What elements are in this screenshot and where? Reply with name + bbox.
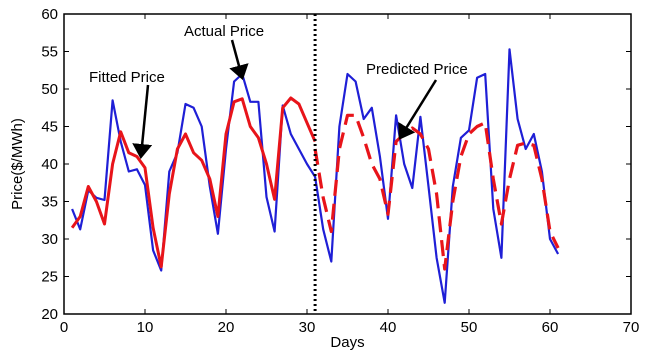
plot-background bbox=[64, 14, 631, 314]
series-layer bbox=[70, 48, 560, 304]
annotation-label-actual-price: Actual Price bbox=[184, 23, 264, 40]
x-tick-label: 60 bbox=[542, 319, 559, 336]
axes-layer: 0 10 20 30 40 50 60 70 20 25 30 35 40 45 50 55 60 bbox=[41, 6, 639, 336]
y-tick-label: 55 bbox=[41, 44, 58, 61]
y-tick-label: 30 bbox=[41, 231, 58, 248]
x-tick-label: 30 bbox=[299, 319, 316, 336]
x-tick-label: 70 bbox=[623, 319, 640, 336]
y-tick-label: 35 bbox=[41, 194, 58, 211]
series-line-predicted-price bbox=[313, 113, 560, 271]
annotation-arrow bbox=[229, 39, 249, 81]
y-tick-label: 40 bbox=[41, 156, 58, 173]
x-axis-label: Days bbox=[330, 334, 364, 351]
x-tick-label: 40 bbox=[380, 319, 397, 336]
y-tick-label: 60 bbox=[41, 6, 58, 23]
y-tick-label: 20 bbox=[41, 306, 58, 323]
x-tick-label: 20 bbox=[218, 319, 235, 336]
y-tick-label: 45 bbox=[41, 119, 58, 136]
series-line-actual-price bbox=[71, 48, 560, 304]
annotation-layer: Actual Price Fitted Price Predicted Price bbox=[89, 23, 468, 159]
x-tick-label: 50 bbox=[461, 319, 478, 336]
x-tick-label: 0 bbox=[60, 319, 68, 336]
plot-area bbox=[64, 14, 631, 314]
series-line-fitted-price bbox=[70, 96, 317, 269]
annotation-label-predicted-price: Predicted Price bbox=[366, 61, 468, 78]
annotation-arrow bbox=[132, 84, 153, 159]
y-tick-label: 25 bbox=[41, 269, 58, 286]
annotation-arrow bbox=[398, 79, 438, 140]
y-tick-label: 50 bbox=[41, 81, 58, 98]
annotation-label-fitted-price: Fitted Price bbox=[89, 69, 165, 86]
x-tick-label: 10 bbox=[137, 319, 154, 336]
y-axis-label: Price($/MWh) bbox=[9, 118, 26, 210]
